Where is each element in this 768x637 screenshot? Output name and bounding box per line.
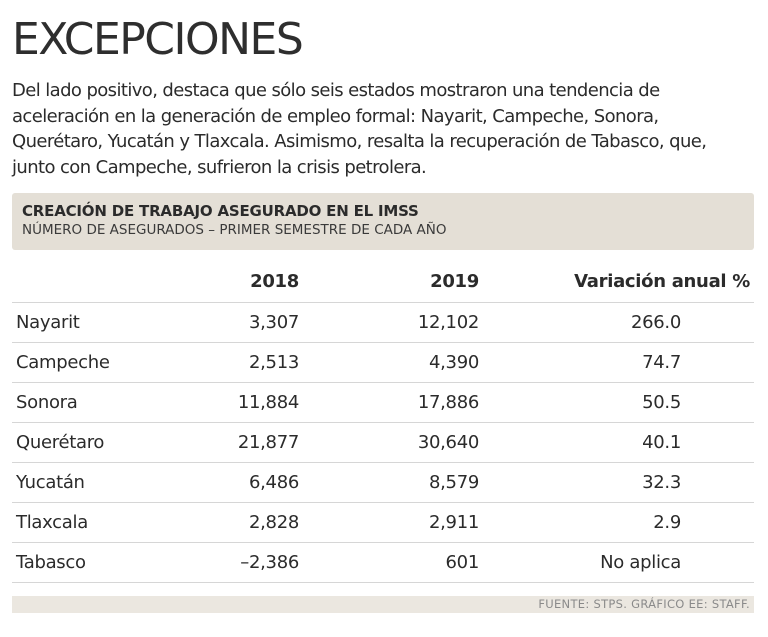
variacion-cell: No aplica — [600, 552, 681, 573]
value-2019-cell: 8,579 — [428, 472, 479, 493]
value-2019-cell: 30,640 — [417, 432, 479, 453]
value-2018-cell: 2,828 — [248, 512, 299, 533]
variacion-cell: 74.7 — [642, 352, 681, 373]
state-cell: Tabasco — [16, 552, 86, 573]
column-header-variacion: Variación anual % — [574, 271, 750, 292]
table-row: Sonora 11,884 17,886 50.5 — [12, 383, 754, 423]
table-row: Tlaxcala 2,828 2,911 2.9 — [12, 503, 754, 543]
page-title: EXCEPCIONES — [12, 14, 304, 65]
variacion-cell: 266.0 — [630, 312, 681, 333]
state-cell: Campeche — [16, 352, 110, 373]
state-cell: Querétaro — [16, 432, 105, 453]
data-table: 2018 2019 Variación anual % Nayarit 3,307… — [12, 262, 754, 583]
chart-header: CREACIÓN DE TRABAJO ASEGURADO EN EL IMSS… — [12, 193, 754, 250]
variacion-cell: 32.3 — [642, 472, 681, 493]
value-2018-cell: 11,884 — [237, 392, 299, 413]
value-2018-cell: 2,513 — [248, 352, 299, 373]
table-row: Yucatán 6,486 8,579 32.3 — [12, 463, 754, 503]
column-header-2018: 2018 — [250, 271, 299, 292]
table-header-row: 2018 2019 Variación anual % — [12, 262, 754, 303]
table-row: Querétaro 21,877 30,640 40.1 — [12, 423, 754, 463]
value-2019-cell: 17,886 — [417, 392, 479, 413]
value-2019-cell: 2,911 — [428, 512, 479, 533]
state-cell: Tlaxcala — [16, 512, 88, 533]
state-cell: Yucatán — [16, 472, 85, 493]
value-2019-cell: 12,102 — [417, 312, 479, 333]
table-row: Nayarit 3,307 12,102 266.0 — [12, 303, 754, 343]
value-2018-cell: 6,486 — [248, 472, 299, 493]
chart-subtitle: NÚMERO DE ASEGURADOS – PRIMER SEMESTRE D… — [22, 222, 447, 238]
value-2018-cell: 3,307 — [248, 312, 299, 333]
state-cell: Sonora — [16, 392, 78, 413]
value-2018-cell: 21,877 — [237, 432, 299, 453]
variacion-cell: 2.9 — [653, 512, 681, 533]
table-row: Campeche 2,513 4,390 74.7 — [12, 343, 754, 383]
variacion-cell: 40.1 — [642, 432, 681, 453]
source-note: FUENTE: STPS. GRÁFICO EE: STAFF. — [538, 597, 750, 611]
intro-paragraph: Del lado positivo, destaca que sólo seis… — [12, 80, 707, 178]
value-2018-cell: –2,386 — [240, 552, 299, 573]
value-2019-cell: 4,390 — [428, 352, 479, 373]
source-bar: FUENTE: STPS. GRÁFICO EE: STAFF. — [12, 596, 754, 613]
state-cell: Nayarit — [16, 312, 80, 333]
chart-title: CREACIÓN DE TRABAJO ASEGURADO EN EL IMSS — [22, 202, 419, 220]
column-header-2019: 2019 — [430, 271, 479, 292]
table-body: Nayarit 3,307 12,102 266.0 Campeche 2,513 4,39… — [12, 303, 754, 583]
value-2019-cell: 601 — [445, 552, 480, 573]
variacion-cell: 50.5 — [642, 392, 681, 413]
table-row: Tabasco –2,386 601 No aplica — [12, 543, 754, 583]
